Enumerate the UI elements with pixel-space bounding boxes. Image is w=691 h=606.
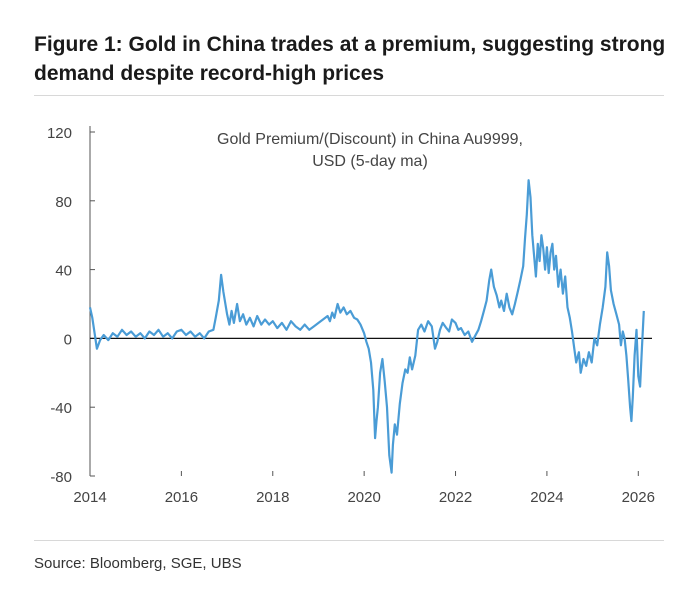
- x-tick-label: 2024: [530, 489, 563, 506]
- x-tick-label: 2014: [73, 489, 106, 506]
- figure-title: Figure 1: Gold in China trades at a prem…: [34, 33, 666, 85]
- x-tick-label: 2022: [439, 489, 472, 506]
- top-divider: [34, 95, 664, 96]
- x-tick-label: 2016: [165, 489, 198, 506]
- bottom-divider: [34, 540, 664, 541]
- y-tick-label: 80: [55, 194, 72, 211]
- chart-title-line: USD (5-day ma): [312, 153, 428, 170]
- y-tick-label: -40: [50, 400, 72, 417]
- x-tick-label: 2020: [347, 489, 380, 506]
- y-tick-label: 40: [55, 263, 72, 280]
- source-note: Source: Bloomberg, SGE, UBS: [34, 555, 242, 572]
- series-line: [88, 179, 645, 474]
- x-tick-label: 2026: [622, 489, 655, 506]
- x-tick-label: 2018: [256, 489, 289, 506]
- y-tick-label: 120: [47, 125, 72, 142]
- chart-title-line: Gold Premium/(Discount) in China Au9999,: [217, 131, 523, 148]
- y-tick-label: -80: [50, 469, 72, 486]
- y-tick-label: 0: [64, 331, 72, 348]
